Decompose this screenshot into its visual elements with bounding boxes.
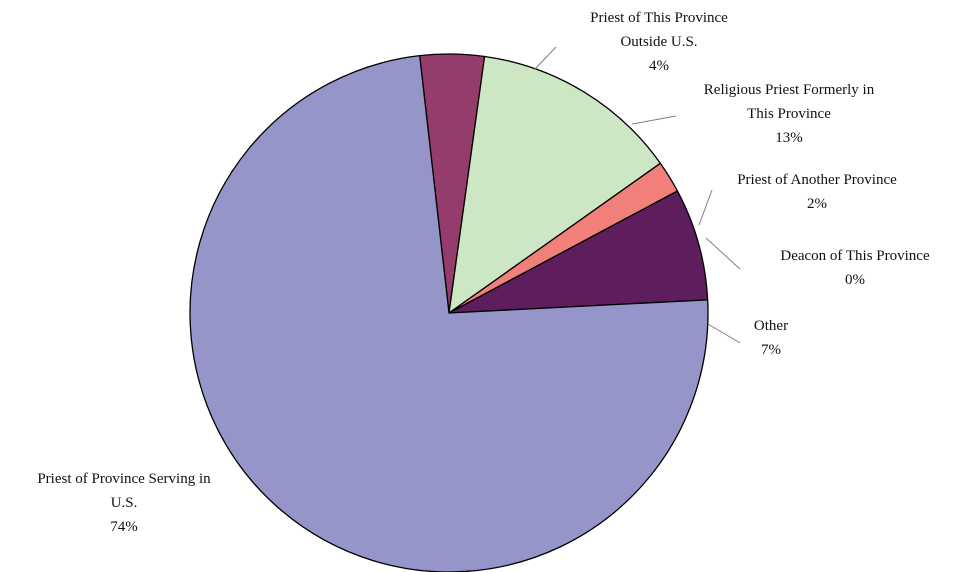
slice-percent-label: 13%	[775, 130, 803, 146]
slice-category-label: This Province	[747, 106, 831, 122]
leader-line-2	[698, 189, 713, 226]
slice-category-label: Other	[754, 318, 788, 334]
labels-layer: Priest of This Province Outside U.S. 4% Rel…	[37, 10, 930, 535]
slice-percent-label: 0%	[845, 272, 865, 288]
slice-category-label: Outside U.S.	[620, 34, 697, 50]
slice-percent-label: 7%	[761, 342, 781, 358]
slice-category-label: Priest of Province Serving in	[37, 471, 211, 487]
slice-category-label: U.S.	[111, 495, 138, 511]
leader-line-1	[631, 115, 677, 125]
pie-slice-4	[448, 190, 709, 314]
slice-label-3: Deacon of This Province 0%	[780, 248, 930, 288]
pie-slice-1	[448, 55, 662, 315]
slice-percent-label: 2%	[807, 196, 827, 212]
leader-line-3	[705, 237, 741, 270]
leader-line-4	[707, 323, 741, 344]
pie-slice-5	[189, 54, 709, 572]
slice-label-2: Priest of Another Province 2%	[737, 172, 897, 212]
slices-layer	[189, 53, 709, 572]
slice-label-4: Other 7%	[754, 318, 788, 358]
slice-category-label: Religious Priest Formerly in	[704, 82, 875, 98]
leader-lines-layer	[534, 46, 741, 344]
slice-category-label: Deacon of This Province	[780, 248, 930, 264]
slice-percent-label: 4%	[649, 58, 669, 74]
slice-category-label: Priest of Another Province	[737, 172, 897, 188]
leader-line-0	[534, 46, 557, 70]
slice-label-5: Priest of Province Serving in U.S. 74%	[37, 471, 211, 535]
slice-category-label: Priest of This Province	[590, 10, 728, 26]
slice-label-1: Religious Priest Formerly in This Provinc…	[704, 82, 875, 146]
slice-label-0: Priest of This Province Outside U.S. 4%	[590, 10, 728, 74]
slice-percent-label: 74%	[110, 519, 138, 535]
